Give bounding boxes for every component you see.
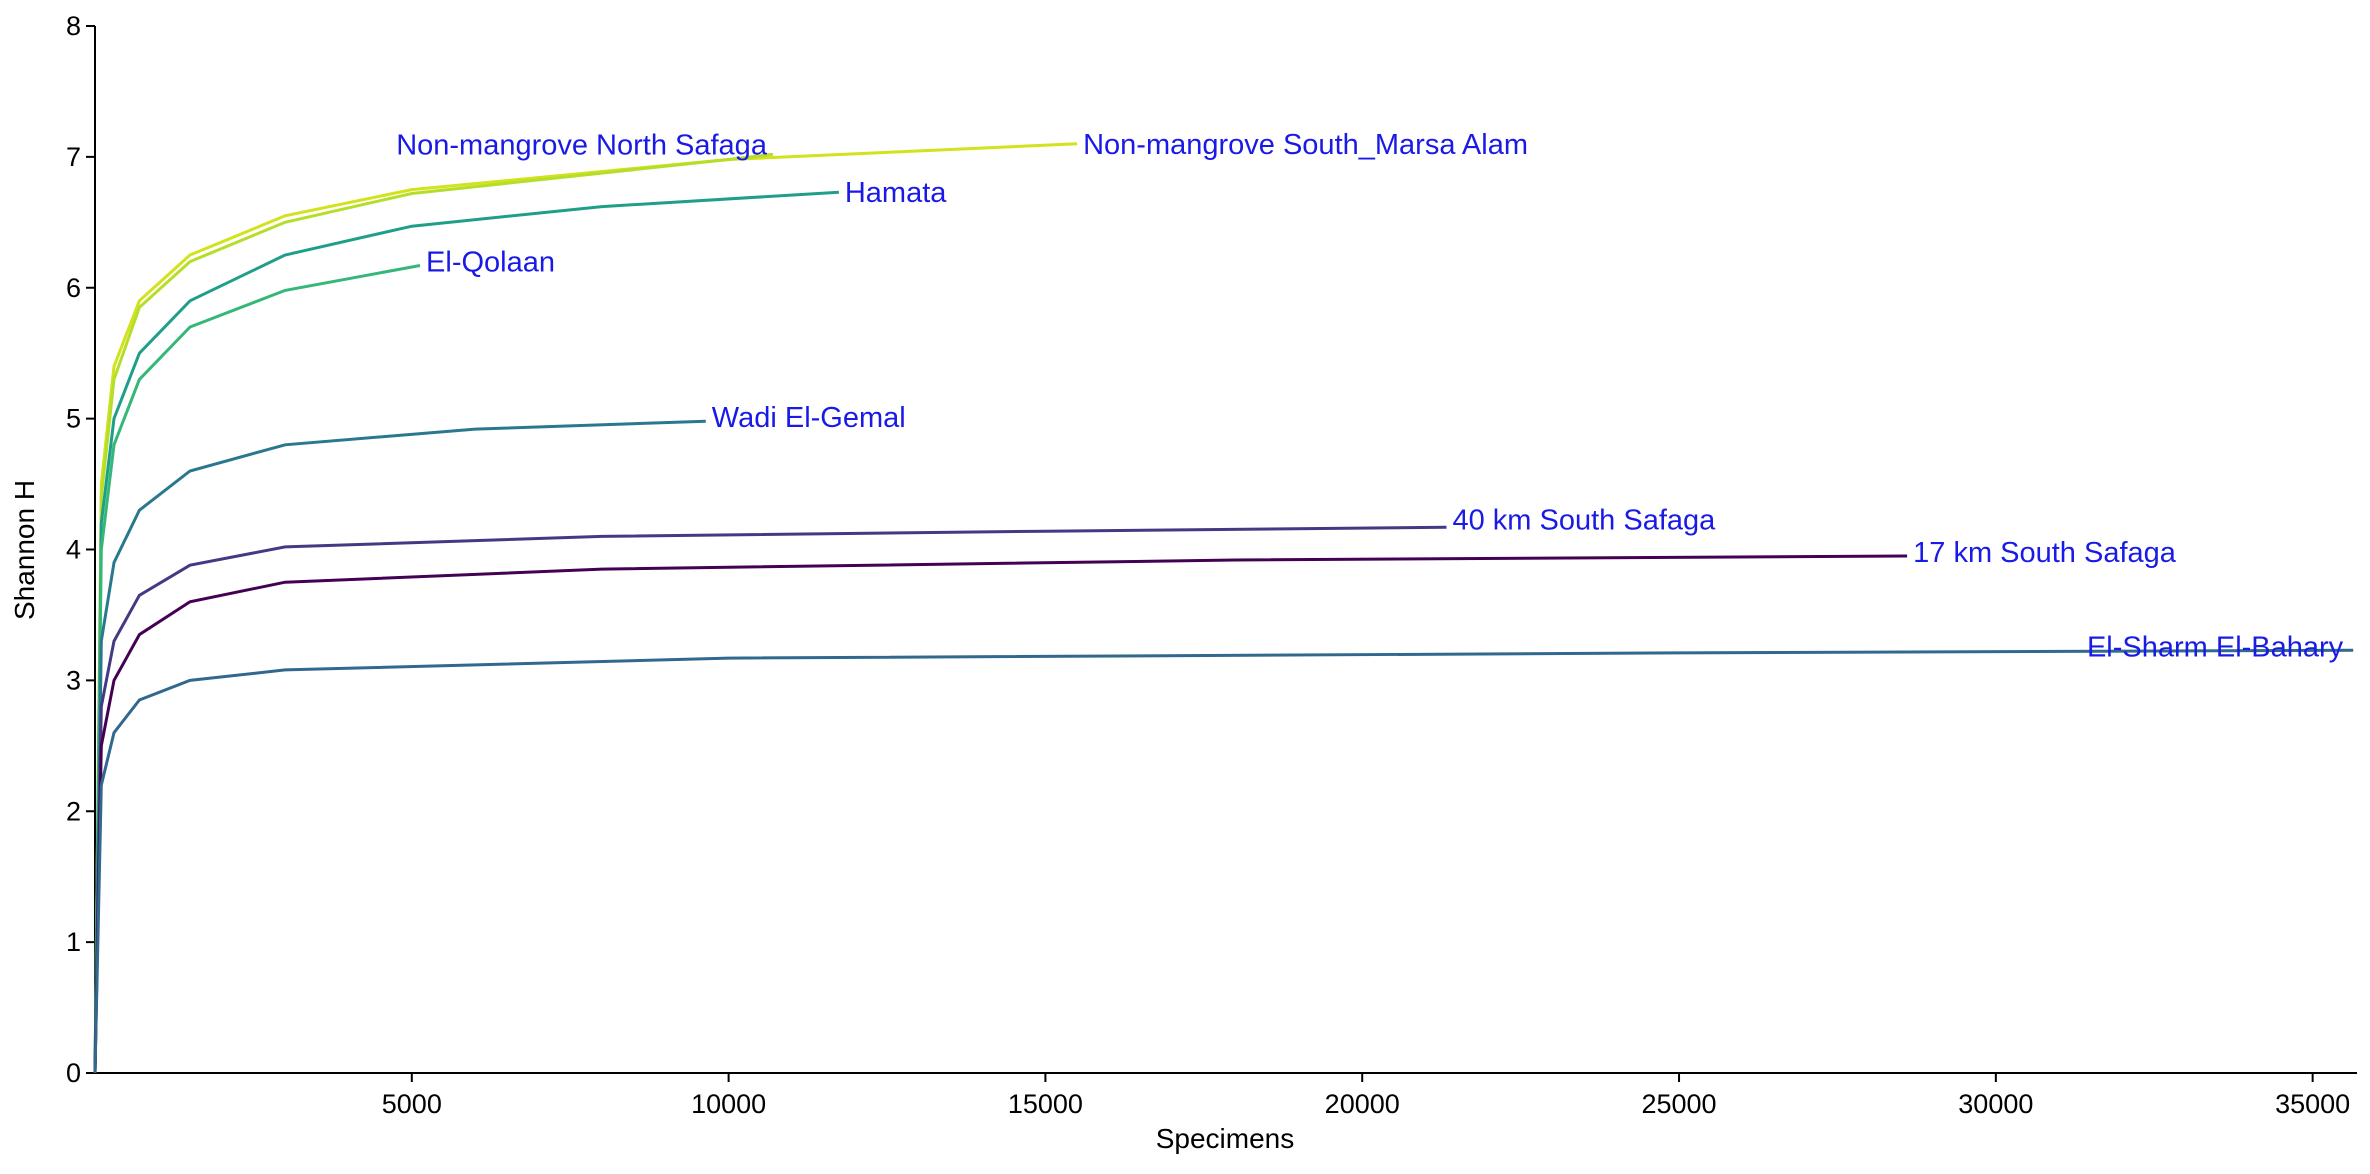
series-line [93, 648, 2354, 1074]
series-label: El-Qolaan [426, 247, 555, 279]
y-tick-label: 4 [66, 535, 81, 565]
y-tick-label: 5 [66, 404, 81, 434]
x-tick-label: 15000 [1008, 1089, 1083, 1119]
series-label: Hamata [845, 177, 947, 209]
x-tick-label: 5000 [382, 1089, 442, 1119]
series-line [93, 142, 1078, 1074]
y-tick-label: 1 [66, 927, 81, 957]
y-tick-label: 7 [66, 142, 81, 172]
x-tick-label: 25000 [1641, 1089, 1716, 1119]
x-tick-label: 20000 [1325, 1089, 1400, 1119]
series-line [93, 419, 706, 1074]
series-line [93, 190, 839, 1074]
series-line [93, 525, 1447, 1074]
series-line [93, 554, 1908, 1074]
series-line [93, 152, 774, 1074]
series-label: Non-mangrove South_Marsa Alam [1083, 129, 1528, 161]
y-tick-label: 8 [66, 11, 81, 41]
y-tick-label: 0 [66, 1058, 81, 1088]
y-axis-title: Shannon H [9, 480, 40, 620]
series-label: Non-mangrove North Safaga [396, 129, 768, 161]
x-tick-label: 35000 [2275, 1089, 2350, 1119]
series-label: 40 km South Safaga [1452, 504, 1716, 536]
y-tick-label: 6 [66, 273, 81, 303]
series-label: El-Sharm El-Bahary [2087, 631, 2344, 663]
y-tick-label: 3 [66, 665, 81, 695]
series-label: 17 km South Safaga [1913, 537, 2177, 569]
y-tick-label: 2 [66, 796, 81, 826]
series-line [93, 264, 421, 1074]
series-label: Wadi El-Gemal [712, 402, 906, 434]
x-axis-title: Specimens [1156, 1123, 1295, 1154]
x-tick-label: 10000 [691, 1089, 766, 1119]
x-tick-label: 30000 [1958, 1089, 2033, 1119]
